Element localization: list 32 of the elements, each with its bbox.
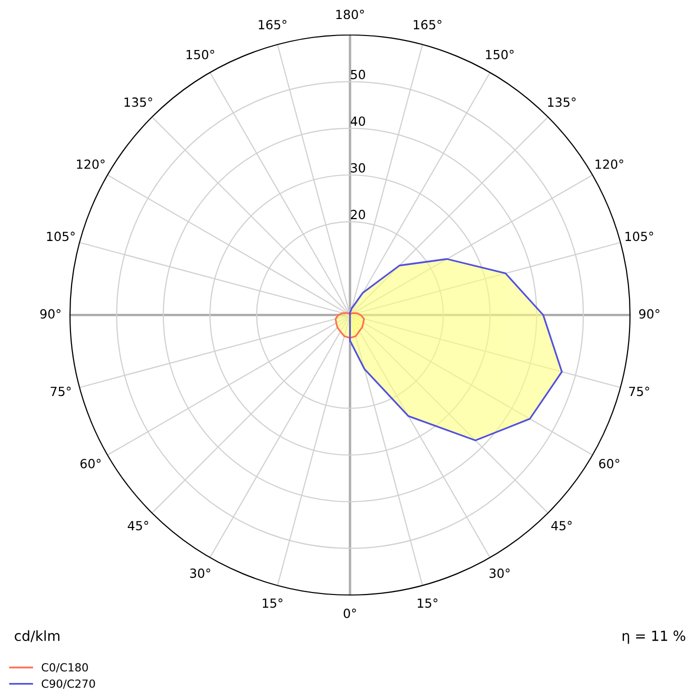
spoke-label: 90° xyxy=(639,309,660,319)
y-tick-label: 30 xyxy=(350,163,366,173)
spoke-label: 60° xyxy=(599,458,620,468)
spoke-label: 45° xyxy=(128,520,148,530)
spoke-label: 135° xyxy=(124,97,152,107)
spoke-label: 15° xyxy=(262,598,282,608)
spoke-label: 30° xyxy=(190,568,210,578)
y-tick-label: 20 xyxy=(350,210,366,220)
spoke-label: 165° xyxy=(414,20,442,30)
spoke-label: 45° xyxy=(551,520,572,530)
spoke-label: 75° xyxy=(629,386,650,396)
spoke-label: 75° xyxy=(50,386,71,396)
spoke-label: 120° xyxy=(596,159,624,169)
spoke-label: 90° xyxy=(40,309,60,319)
spoke-label: 180° xyxy=(336,10,364,20)
spoke-label: 105° xyxy=(626,232,654,242)
spoke-label: 30° xyxy=(490,568,510,578)
spoke-label: 15° xyxy=(418,598,438,608)
spoke-label: 0° xyxy=(344,608,356,618)
spoke-label: 120° xyxy=(76,159,105,169)
y-tick-label: 50 xyxy=(350,70,366,80)
legend-label: C0/C180 xyxy=(42,663,88,672)
spoke-label: 135° xyxy=(548,97,576,107)
spoke-label: 165° xyxy=(258,20,286,30)
legend-label: C90/C270 xyxy=(42,679,95,689)
spoke-label: 60° xyxy=(80,458,101,468)
spoke-label: 150° xyxy=(486,50,514,60)
spoke-label: 105° xyxy=(47,232,75,242)
text: η = 11 % xyxy=(622,630,686,644)
y-tick-label: 40 xyxy=(350,116,366,126)
text: cd/klm xyxy=(14,630,60,642)
spoke-label: 150° xyxy=(186,50,214,60)
